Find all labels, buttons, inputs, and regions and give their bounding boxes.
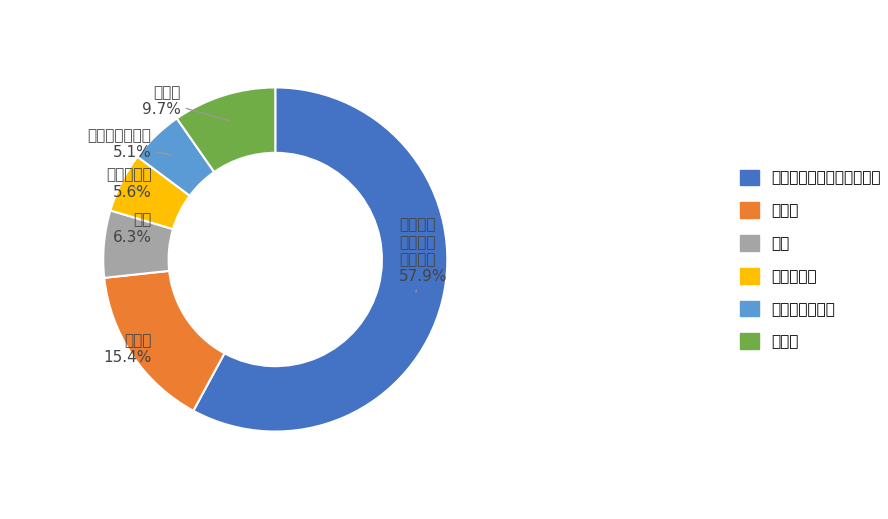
- Text: 起因物なし
5.6%: 起因物なし 5.6%: [106, 168, 151, 200]
- Wedge shape: [103, 211, 173, 278]
- Text: 人力機械工具等
5.1%: 人力機械工具等 5.1%: [88, 128, 172, 160]
- Text: 用具
6.3%: 用具 6.3%: [113, 212, 151, 245]
- Wedge shape: [138, 118, 214, 196]
- Text: 仮設物・
構築物・
建設物等
57.9%: 仮設物・ 構築物・ 建設物等 57.9%: [399, 217, 448, 292]
- Wedge shape: [110, 157, 190, 229]
- Wedge shape: [194, 87, 448, 432]
- Text: 環境等
15.4%: 環境等 15.4%: [103, 333, 155, 365]
- Legend: 仮設物・構築物・建設物等, 環境等, 用具, 起因物なし, 人力機械工具等, その他: 仮設物・構築物・建設物等, 環境等, 用具, 起因物なし, 人力機械工具等, そ…: [741, 170, 880, 349]
- Wedge shape: [177, 87, 275, 172]
- Wedge shape: [104, 271, 225, 411]
- Text: その他
9.7%: その他 9.7%: [142, 85, 229, 121]
